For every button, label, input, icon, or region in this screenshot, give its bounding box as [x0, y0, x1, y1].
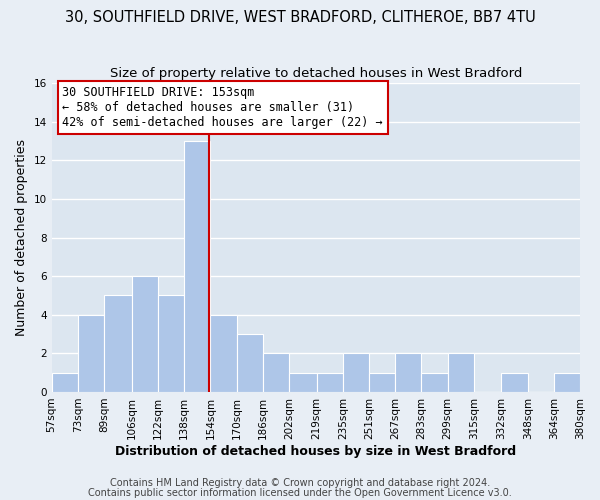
- Bar: [395, 354, 421, 392]
- Bar: [317, 372, 343, 392]
- Bar: [158, 296, 184, 392]
- Bar: [554, 372, 580, 392]
- Bar: [421, 372, 448, 392]
- Bar: [369, 372, 395, 392]
- Bar: [502, 372, 527, 392]
- Y-axis label: Number of detached properties: Number of detached properties: [15, 139, 28, 336]
- Text: 30, SOUTHFIELD DRIVE, WEST BRADFORD, CLITHEROE, BB7 4TU: 30, SOUTHFIELD DRIVE, WEST BRADFORD, CLI…: [65, 10, 535, 25]
- Bar: [448, 354, 473, 392]
- Title: Size of property relative to detached houses in West Bradford: Size of property relative to detached ho…: [110, 68, 522, 80]
- Bar: [184, 141, 211, 392]
- Bar: [52, 372, 78, 392]
- Bar: [263, 354, 289, 392]
- X-axis label: Distribution of detached houses by size in West Bradford: Distribution of detached houses by size …: [115, 444, 517, 458]
- Bar: [236, 334, 263, 392]
- Bar: [78, 314, 104, 392]
- Bar: [132, 276, 158, 392]
- Text: 30 SOUTHFIELD DRIVE: 153sqm
← 58% of detached houses are smaller (31)
42% of sem: 30 SOUTHFIELD DRIVE: 153sqm ← 58% of det…: [62, 86, 383, 129]
- Text: Contains public sector information licensed under the Open Government Licence v3: Contains public sector information licen…: [88, 488, 512, 498]
- Bar: [211, 314, 236, 392]
- Bar: [343, 354, 369, 392]
- Bar: [289, 372, 317, 392]
- Text: Contains HM Land Registry data © Crown copyright and database right 2024.: Contains HM Land Registry data © Crown c…: [110, 478, 490, 488]
- Bar: [104, 296, 132, 392]
